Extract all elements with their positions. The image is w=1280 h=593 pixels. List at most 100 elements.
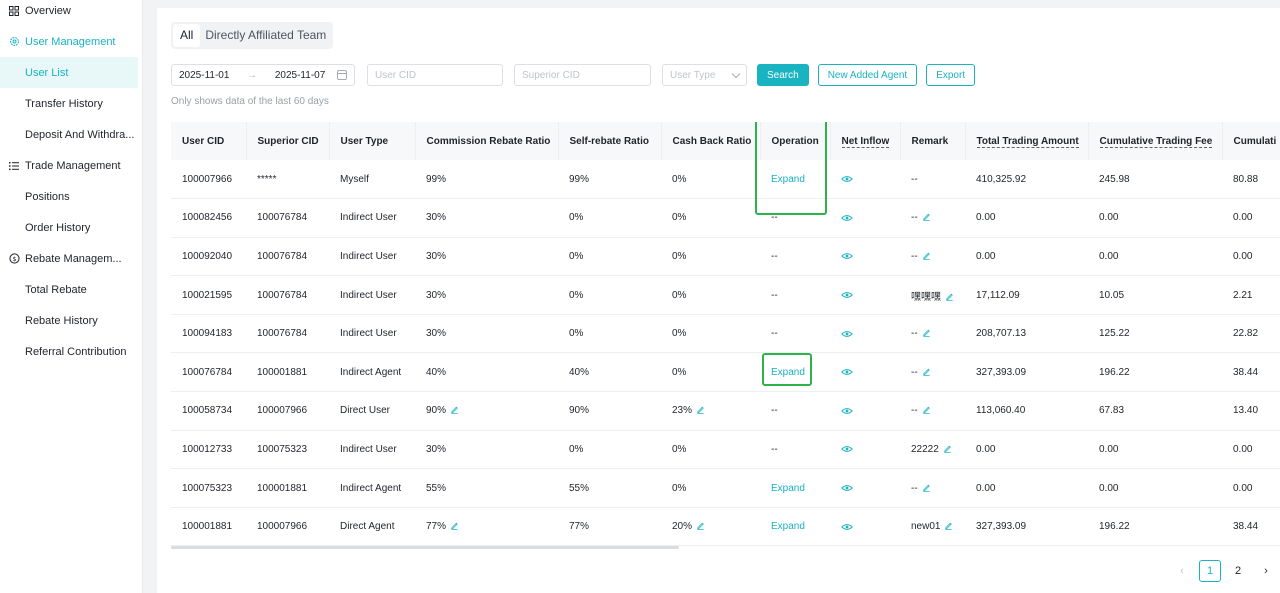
cell-cum_fee-value: 0.00 [1099, 212, 1119, 224]
edit-icon[interactable] [945, 292, 954, 301]
next-page-button[interactable]: › [1264, 565, 1268, 577]
sidebar-item-referral-contribution[interactable]: Referral Contribution [0, 336, 142, 367]
cell-remark-value: -- [911, 250, 918, 262]
edit-icon[interactable] [922, 405, 931, 415]
cell-user_cid: 100082456 [171, 198, 246, 238]
cell-total_trading-value: 17,112.09 [976, 289, 1020, 301]
edit-icon[interactable] [944, 521, 953, 531]
sidebar-item-label: Order History [25, 221, 91, 234]
table-row: 100021595 100076784 Indirect User 30% 0% 0% --… [171, 275, 1280, 315]
cell-superior_cid: 100007966 [246, 507, 329, 547]
eye-icon[interactable] [841, 175, 853, 183]
edit-icon[interactable] [922, 212, 931, 222]
edit-icon[interactable] [922, 483, 931, 492]
col-net-inflow-label[interactable]: Net Inflow [841, 135, 890, 148]
date-start[interactable]: 2025-11-01 [179, 69, 230, 81]
sidebar-item-label: Transfer History [25, 97, 103, 110]
edit-icon[interactable] [696, 405, 705, 415]
cell-cum_fee: 196.22 [1088, 352, 1222, 393]
tab-all[interactable]: All [173, 24, 201, 47]
col-net-inflow[interactable]: Net Inflow [830, 122, 901, 160]
user-type-select[interactable]: User Type [662, 64, 747, 86]
col-cumulative-trading-fee[interactable]: Cumulative Trading Fee [1088, 122, 1223, 160]
expand-link[interactable]: Expand [771, 482, 805, 494]
sidebar-group-trade-management[interactable]: Trade Management [0, 150, 142, 181]
eye-icon[interactable] [841, 368, 853, 376]
sidebar-item-rebate-history[interactable]: Rebate History [0, 305, 142, 336]
cell-cum_rebate: 2.21 [1222, 275, 1280, 315]
edit-icon[interactable] [922, 251, 931, 260]
cell-cum_rebate: 0.00 [1222, 237, 1280, 277]
cell-user_type: Direct User [329, 391, 415, 431]
cell-cum_fee-value: 125.22 [1099, 328, 1130, 340]
new-added-agent-button[interactable]: New Added Agent [817, 64, 918, 86]
col-total-trading-label[interactable]: Total Trading Amount [976, 135, 1079, 148]
cell-cum_rebate-value: 0.00 [1233, 250, 1253, 262]
eye-icon[interactable] [841, 407, 853, 415]
cell-cashback-value: 20% [672, 521, 693, 533]
superior-cid-input[interactable] [522, 69, 643, 81]
col-cash-back-ratio: Cash Back Ratio [661, 122, 761, 160]
search-button[interactable]: Search [757, 64, 809, 86]
export-button[interactable]: Export [926, 64, 976, 86]
cell-total_trading-value: 327,393.09 [976, 366, 1027, 378]
cell-operation: -- [760, 391, 830, 431]
tab-direct-team[interactable]: Directly Affiliated Team [205, 28, 327, 42]
edit-icon[interactable] [696, 521, 705, 531]
page-2-button[interactable]: 2 [1234, 565, 1242, 577]
cell-user_type: Indirect User [329, 314, 415, 354]
table-row: 100092040 100076784 Indirect User 30% 0% 0% --… [171, 237, 1280, 277]
expand-link[interactable]: Expand [771, 173, 805, 185]
cell-operation-value: -- [771, 443, 778, 455]
edit-icon[interactable] [450, 521, 459, 531]
horizontal-scrollbar[interactable] [171, 546, 679, 549]
sidebar-item-positions[interactable]: Positions [0, 181, 142, 212]
edit-icon[interactable] [450, 405, 459, 415]
expand-link[interactable]: Expand [771, 521, 805, 533]
col-cumulative-fee-label[interactable]: Cumulative Trading Fee [1099, 135, 1213, 148]
sidebar-group-rebate-management[interactable]: $ Rebate Managem... [0, 243, 142, 274]
user-cid-input[interactable] [375, 69, 495, 81]
cell-self_rebate-value: 55% [569, 482, 590, 494]
cell-superior_cid: 100076784 [246, 275, 329, 315]
page-1-button[interactable]: 1 [1199, 560, 1221, 582]
date-range-picker[interactable]: 2025-11-01 → 2025-11-07 [171, 64, 355, 86]
user-cid-field[interactable] [367, 64, 503, 86]
user-type-placeholder: User Type [670, 69, 716, 81]
edit-icon[interactable] [943, 444, 952, 453]
sidebar-item-order-history[interactable]: Order History [0, 212, 142, 243]
prev-page-button[interactable]: ‹ [1180, 565, 1184, 577]
cell-cum_rebate-value: 0.00 [1233, 443, 1253, 455]
eye-icon[interactable] [841, 445, 853, 453]
cell-self_rebate: 0% [558, 275, 661, 315]
eye-icon[interactable] [841, 291, 853, 299]
cell-user_type: Indirect User [329, 198, 415, 238]
eye-icon[interactable] [841, 330, 853, 338]
edit-icon[interactable] [922, 367, 931, 376]
eye-icon[interactable] [841, 252, 853, 260]
cell-user_type: Indirect User [329, 430, 415, 470]
superior-cid-field[interactable] [514, 64, 651, 86]
edit-icon[interactable] [922, 328, 931, 338]
cell-cum_rebate-value: 38.44 [1233, 521, 1259, 533]
date-end[interactable]: 2025-11-07 [274, 69, 326, 81]
sidebar-item-total-rebate[interactable]: Total Rebate [0, 274, 142, 305]
col-total-trading-amount[interactable]: Total Trading Amount [965, 122, 1089, 160]
sidebar-item-overview[interactable]: Overview [0, 0, 142, 22]
cell-user_type: Myself [329, 160, 415, 200]
cell-user_cid-value: 100021595 [182, 289, 233, 301]
eye-icon[interactable] [841, 484, 853, 492]
expand-link[interactable]: Expand [771, 366, 805, 378]
sidebar-item-deposit-withdraw[interactable]: Deposit And Withdra... [0, 119, 142, 150]
sidebar-group-user-management[interactable]: User Management [0, 26, 142, 57]
sidebar-item-transfer-history[interactable]: Transfer History [0, 88, 142, 119]
cell-user_cid-value: 100001881 [182, 521, 233, 533]
cell-user_cid: 100021595 [171, 275, 246, 315]
cell-user_cid: 100075323 [171, 468, 246, 508]
table-row: 100082456 100076784 Indirect User 30% 0% 0% --… [171, 198, 1280, 238]
cell-commission: 30% [415, 430, 558, 470]
sidebar-item-user-list[interactable]: User List [0, 57, 138, 88]
eye-icon[interactable] [841, 523, 853, 531]
eye-icon[interactable] [841, 214, 853, 222]
cell-commission: 30% [415, 237, 558, 277]
